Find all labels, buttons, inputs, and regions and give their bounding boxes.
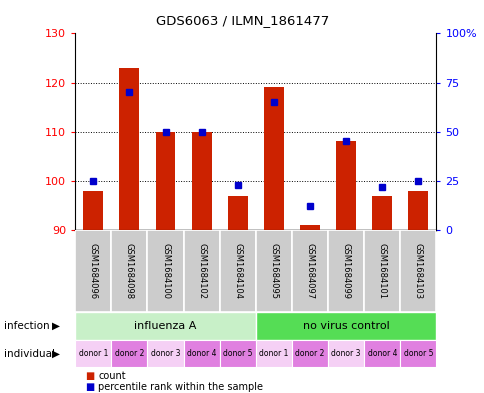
Bar bbox=[399, 230, 436, 312]
Text: donor 3: donor 3 bbox=[151, 349, 180, 358]
Bar bbox=[147, 230, 183, 312]
Text: GSM1684100: GSM1684100 bbox=[161, 243, 170, 299]
Text: GSM1684099: GSM1684099 bbox=[341, 243, 350, 299]
Bar bbox=[183, 230, 219, 312]
Bar bbox=[363, 340, 399, 367]
Text: donor 5: donor 5 bbox=[403, 349, 432, 358]
Bar bbox=[83, 191, 103, 230]
Bar bbox=[408, 191, 427, 230]
Bar bbox=[75, 230, 111, 312]
Bar bbox=[256, 230, 291, 312]
Bar bbox=[263, 87, 283, 230]
Text: infection: infection bbox=[4, 321, 49, 331]
Text: ■: ■ bbox=[85, 371, 94, 381]
Text: GDS6063 / ILMN_1861477: GDS6063 / ILMN_1861477 bbox=[155, 14, 329, 27]
Text: no virus control: no virus control bbox=[302, 321, 389, 331]
Bar bbox=[291, 340, 327, 367]
Bar bbox=[75, 340, 111, 367]
Text: ▶: ▶ bbox=[52, 349, 60, 359]
Text: GSM1684103: GSM1684103 bbox=[413, 243, 422, 299]
Bar bbox=[256, 312, 436, 340]
Bar bbox=[147, 340, 183, 367]
Text: GSM1684104: GSM1684104 bbox=[233, 243, 242, 299]
Bar bbox=[300, 225, 319, 230]
Bar bbox=[119, 68, 139, 230]
Bar bbox=[183, 340, 219, 367]
Bar bbox=[291, 230, 327, 312]
Text: donor 3: donor 3 bbox=[331, 349, 360, 358]
Text: influenza A: influenza A bbox=[134, 321, 197, 331]
Text: GSM1684102: GSM1684102 bbox=[197, 243, 206, 299]
Text: GSM1684097: GSM1684097 bbox=[305, 243, 314, 299]
Text: count: count bbox=[98, 371, 126, 381]
Text: percentile rank within the sample: percentile rank within the sample bbox=[98, 382, 263, 392]
Bar bbox=[327, 340, 363, 367]
Bar bbox=[219, 340, 256, 367]
Bar bbox=[155, 132, 175, 230]
Bar bbox=[219, 230, 256, 312]
Bar bbox=[111, 230, 147, 312]
Text: GSM1684098: GSM1684098 bbox=[124, 243, 134, 299]
Bar bbox=[191, 132, 211, 230]
Text: donor 4: donor 4 bbox=[367, 349, 396, 358]
Bar bbox=[256, 340, 291, 367]
Bar bbox=[399, 340, 436, 367]
Text: donor 4: donor 4 bbox=[186, 349, 216, 358]
Text: donor 5: donor 5 bbox=[223, 349, 252, 358]
Bar bbox=[327, 230, 363, 312]
Text: GSM1684101: GSM1684101 bbox=[377, 243, 386, 299]
Text: donor 1: donor 1 bbox=[258, 349, 288, 358]
Text: GSM1684096: GSM1684096 bbox=[89, 243, 98, 299]
Bar bbox=[363, 230, 399, 312]
Bar bbox=[372, 195, 392, 230]
Bar bbox=[227, 195, 247, 230]
Text: donor 1: donor 1 bbox=[78, 349, 108, 358]
Text: individual: individual bbox=[4, 349, 55, 359]
Text: donor 2: donor 2 bbox=[114, 349, 144, 358]
Bar bbox=[111, 340, 147, 367]
Text: GSM1684095: GSM1684095 bbox=[269, 243, 278, 299]
Text: ■: ■ bbox=[85, 382, 94, 392]
Text: ▶: ▶ bbox=[52, 321, 60, 331]
Bar bbox=[75, 312, 256, 340]
Text: donor 2: donor 2 bbox=[295, 349, 324, 358]
Bar bbox=[335, 141, 355, 230]
